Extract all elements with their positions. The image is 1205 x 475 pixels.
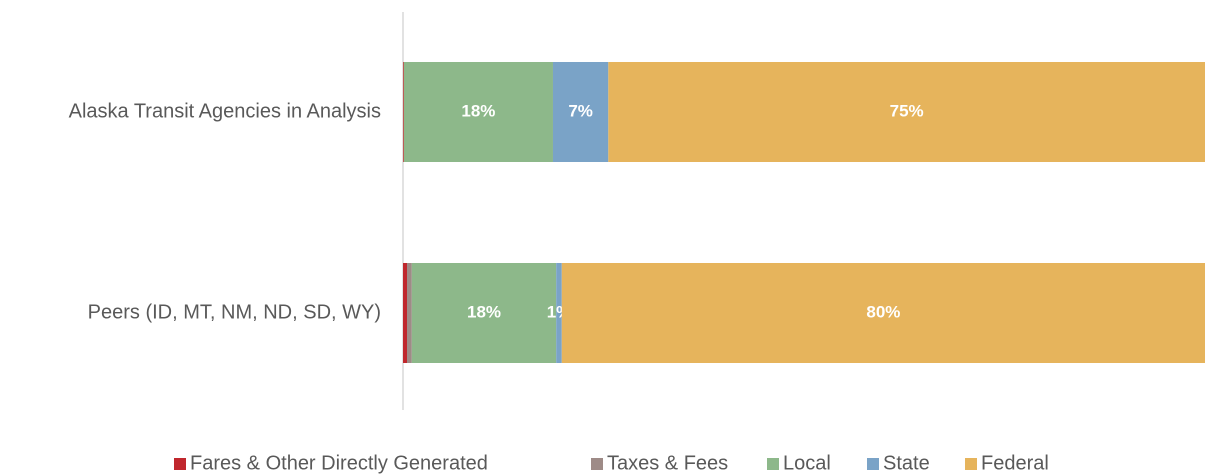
data-label: 7% xyxy=(568,101,593,120)
legend-swatch xyxy=(767,458,779,470)
legend-swatch xyxy=(591,458,603,470)
legend-label: Local xyxy=(783,452,831,474)
bar-segment xyxy=(407,263,412,363)
data-label: 18% xyxy=(467,302,501,321)
legend-swatch xyxy=(867,458,879,470)
legend-label: State xyxy=(883,452,930,474)
legend-label: Fares & Other Directly Generated xyxy=(190,452,488,474)
bar-segment xyxy=(556,263,562,363)
bar-segment xyxy=(561,263,1205,363)
category-label: Peers (ID, MT, NM, ND, SD, WY) xyxy=(88,301,381,323)
category-label: Alaska Transit Agencies in Analysis xyxy=(69,100,381,122)
bar-segment xyxy=(411,263,557,363)
bar-segment xyxy=(552,62,609,162)
legend-label: Taxes & Fees xyxy=(607,452,728,474)
data-label: 18% xyxy=(461,101,495,120)
bar-segment xyxy=(403,62,404,162)
legend-label: Federal xyxy=(981,452,1049,474)
legend-swatch xyxy=(174,458,186,470)
data-label: 75% xyxy=(890,101,924,120)
data-label: 80% xyxy=(866,302,900,321)
bar-segment xyxy=(403,62,553,162)
legend-swatch xyxy=(965,458,977,470)
bar-segment xyxy=(608,62,1205,162)
bar-segment xyxy=(403,263,408,363)
